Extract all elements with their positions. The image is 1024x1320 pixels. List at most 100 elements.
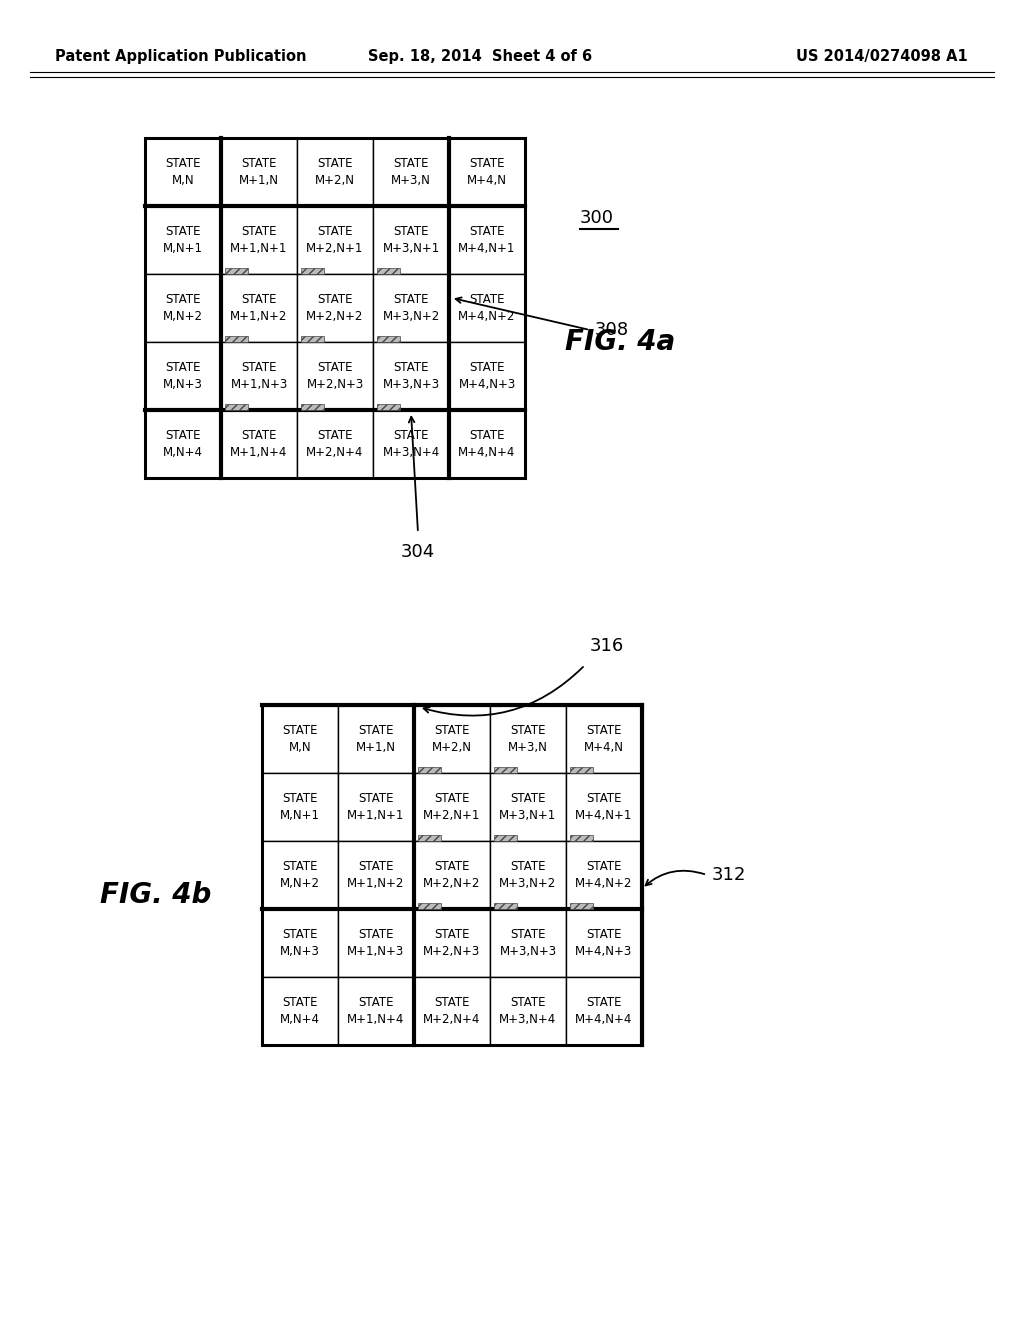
Text: 304: 304 (400, 543, 435, 561)
Bar (569, 767, 593, 774)
Text: STATE
M+1,N: STATE M+1,N (356, 725, 396, 754)
Text: Patent Application Publication: Patent Application Publication (55, 49, 306, 65)
Bar (414, 705, 490, 774)
Bar (490, 841, 566, 909)
Text: STATE
M+3,N+4: STATE M+3,N+4 (500, 997, 557, 1026)
Bar (449, 139, 525, 206)
Bar (221, 342, 297, 411)
Bar (449, 206, 525, 275)
Bar (145, 411, 221, 478)
Text: STATE
M+4,N+2: STATE M+4,N+2 (459, 293, 516, 323)
Bar (262, 977, 338, 1045)
Text: STATE
M,N+2: STATE M,N+2 (280, 861, 319, 890)
Bar (414, 909, 490, 977)
Bar (494, 903, 516, 909)
Text: STATE
M+1,N+3: STATE M+1,N+3 (347, 928, 404, 958)
Bar (297, 139, 373, 206)
Bar (377, 335, 399, 342)
Bar (449, 411, 525, 478)
Bar (145, 342, 221, 411)
Bar (494, 767, 516, 774)
Text: STATE
M+3,N: STATE M+3,N (391, 157, 431, 186)
Bar (414, 841, 490, 909)
Text: STATE
M,N: STATE M,N (283, 725, 317, 754)
Text: STATE
M+1,N: STATE M+1,N (239, 157, 279, 186)
Text: FIG. 4b: FIG. 4b (100, 882, 211, 909)
Text: STATE
M+1,N+4: STATE M+1,N+4 (347, 997, 404, 1026)
Text: STATE
M,N+1: STATE M,N+1 (280, 792, 319, 822)
Bar (418, 903, 440, 909)
Bar (566, 977, 642, 1045)
Text: STATE
M+2,N+3: STATE M+2,N+3 (306, 362, 364, 391)
Text: STATE
M+2,N+1: STATE M+2,N+1 (306, 226, 364, 255)
Bar (566, 774, 642, 841)
Text: 312: 312 (712, 866, 746, 884)
Bar (566, 841, 642, 909)
Bar (377, 268, 399, 275)
Bar (490, 977, 566, 1045)
Bar (373, 206, 449, 275)
Bar (566, 705, 642, 774)
Text: STATE
M+2,N+2: STATE M+2,N+2 (423, 861, 480, 890)
Text: STATE
M+1,N+4: STATE M+1,N+4 (230, 429, 288, 459)
Text: STATE
M+1,N+3: STATE M+1,N+3 (230, 362, 288, 391)
Text: STATE
M+2,N: STATE M+2,N (432, 725, 472, 754)
Text: STATE
M+1,N+2: STATE M+1,N+2 (230, 293, 288, 323)
Text: STATE
M+3,N+3: STATE M+3,N+3 (500, 928, 557, 958)
Bar (494, 834, 516, 841)
Text: STATE
M+3,N+2: STATE M+3,N+2 (382, 293, 439, 323)
Text: STATE
M+2,N+4: STATE M+2,N+4 (423, 997, 480, 1026)
Text: STATE
M,N+4: STATE M,N+4 (163, 429, 203, 459)
Bar (490, 909, 566, 977)
Text: STATE
M+3,N+4: STATE M+3,N+4 (382, 429, 439, 459)
Bar (338, 774, 414, 841)
Text: STATE
M+4,N+3: STATE M+4,N+3 (459, 362, 516, 391)
Bar (569, 834, 593, 841)
Bar (262, 841, 338, 909)
Bar (301, 404, 324, 411)
Bar (145, 139, 525, 478)
Bar (373, 275, 449, 342)
Bar (449, 342, 525, 411)
Bar (414, 774, 490, 841)
Bar (262, 909, 338, 977)
Text: FIG. 4a: FIG. 4a (565, 327, 675, 356)
Text: STATE
M+4,N+1: STATE M+4,N+1 (459, 226, 516, 255)
Text: STATE
M+3,N: STATE M+3,N (508, 725, 548, 754)
Text: STATE
M+1,N+1: STATE M+1,N+1 (230, 226, 288, 255)
Bar (418, 834, 440, 841)
Bar (145, 275, 221, 342)
Text: STATE
M,N+3: STATE M,N+3 (163, 362, 203, 391)
Bar (338, 841, 414, 909)
Bar (338, 977, 414, 1045)
Bar (301, 268, 324, 275)
Text: STATE
M,N+4: STATE M,N+4 (280, 997, 319, 1026)
Text: STATE
M+3,N+3: STATE M+3,N+3 (382, 362, 439, 391)
Bar (225, 335, 248, 342)
Bar (262, 774, 338, 841)
Text: 300: 300 (580, 209, 614, 227)
Text: STATE
M,N+1: STATE M,N+1 (163, 226, 203, 255)
Text: STATE
M,N+2: STATE M,N+2 (163, 293, 203, 323)
Bar (297, 342, 373, 411)
Text: STATE
M+4,N+4: STATE M+4,N+4 (459, 429, 516, 459)
Text: STATE
M+2,N: STATE M+2,N (315, 157, 355, 186)
Text: STATE
M+3,N+1: STATE M+3,N+1 (382, 226, 439, 255)
Text: STATE
M+1,N+2: STATE M+1,N+2 (347, 861, 404, 890)
Bar (449, 275, 525, 342)
Bar (262, 705, 642, 1045)
Text: STATE
M+4,N: STATE M+4,N (467, 157, 507, 186)
Bar (221, 411, 297, 478)
Bar (338, 909, 414, 977)
Bar (145, 206, 221, 275)
Bar (377, 404, 399, 411)
Text: US 2014/0274098 A1: US 2014/0274098 A1 (797, 49, 968, 65)
Text: 316: 316 (590, 638, 625, 655)
Text: STATE
M+2,N+2: STATE M+2,N+2 (306, 293, 364, 323)
Text: STATE
M+4,N+4: STATE M+4,N+4 (575, 997, 633, 1026)
Bar (373, 139, 449, 206)
Bar (490, 705, 566, 774)
Text: STATE
M+4,N: STATE M+4,N (584, 725, 624, 754)
Bar (262, 705, 338, 774)
Bar (373, 411, 449, 478)
